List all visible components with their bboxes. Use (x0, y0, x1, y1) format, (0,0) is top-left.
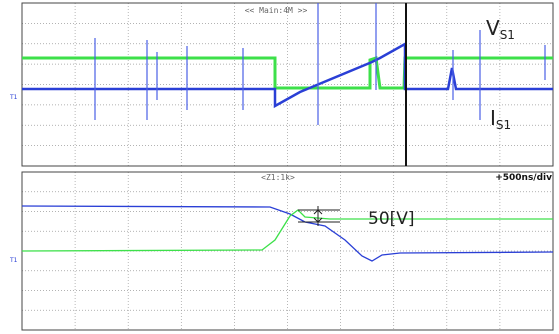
voltage-label-sub: S1 (500, 28, 515, 42)
timebase: +500ns/div (495, 173, 552, 183)
top-marker: T1 (9, 94, 18, 101)
top-header: << Main:4M >> (245, 6, 308, 15)
bottom-header: <Z1:1k> (261, 173, 295, 182)
voltage-label-main: V (486, 16, 500, 40)
voltage-label: VS1 (486, 16, 515, 42)
current-label: IS1 (490, 106, 511, 132)
bottom-marker: T1 (9, 257, 18, 264)
annotation: 50[V] (368, 209, 415, 229)
current-label-sub: S1 (496, 118, 511, 132)
scope-screenshot: << Main:4M >> VS1 IS1 T1 <Z1:1k> +500ns/… (0, 0, 559, 334)
